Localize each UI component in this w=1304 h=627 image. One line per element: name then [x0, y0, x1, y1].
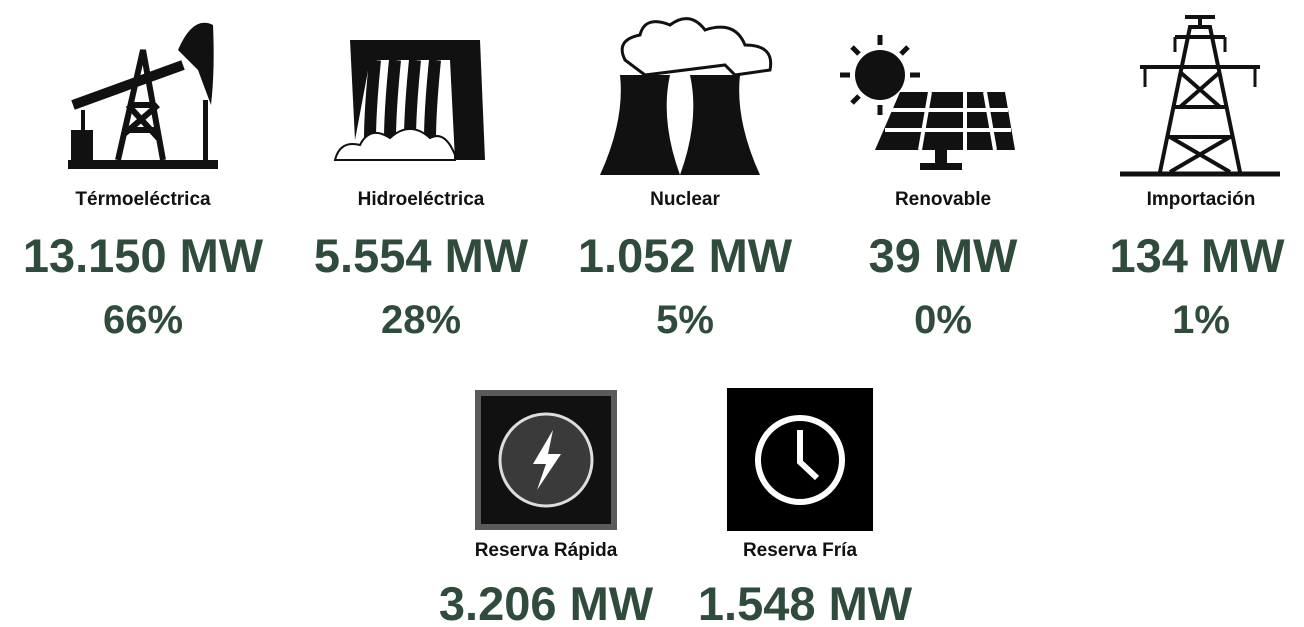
power-tower-icon	[1120, 15, 1280, 177]
source-share: 66%	[102, 298, 184, 342]
fast-reserve-icon	[475, 390, 617, 530]
cold-reserve-icon	[727, 388, 873, 531]
source-label: Hidroeléctrica	[357, 189, 485, 210]
source-share: 0%	[914, 298, 972, 342]
source-value: 1.052 MW	[577, 229, 793, 282]
source-label: Importación	[1146, 189, 1256, 210]
source-share: 5%	[656, 298, 714, 342]
nuclear-icon	[600, 17, 773, 175]
reserve-value: 1.548 MW	[697, 577, 913, 627]
source-share: 28%	[380, 298, 462, 342]
source-share: 1%	[1172, 298, 1230, 342]
reserve-label: Reserva Fría	[742, 540, 858, 561]
reserve-label: Reserva Rápida	[474, 540, 618, 561]
source-value: 13.150 MW	[22, 229, 264, 282]
source-label: Térmoeléctrica	[75, 189, 211, 210]
source-label: Nuclear	[650, 189, 720, 210]
source-value: 134 MW	[1109, 229, 1285, 282]
source-value: 5.554 MW	[313, 229, 529, 282]
reserve-value: 3.206 MW	[438, 577, 654, 627]
source-label: Renovable	[894, 189, 992, 210]
dam-icon	[333, 40, 485, 161]
solar-icon	[840, 35, 1015, 170]
source-value: 39 MW	[868, 229, 1018, 282]
oil-pump-icon	[68, 22, 218, 169]
